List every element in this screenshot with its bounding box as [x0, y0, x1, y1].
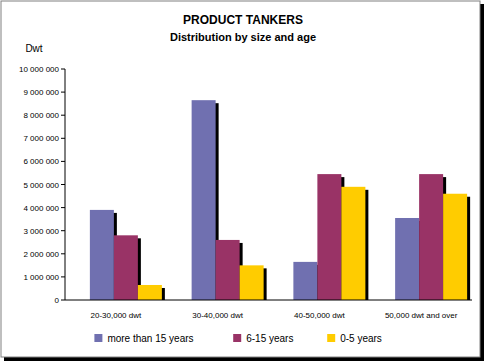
- bar: [90, 210, 114, 300]
- bar: [138, 285, 162, 300]
- bar: [114, 235, 138, 300]
- y-tick-label: 8 000 000: [23, 111, 59, 120]
- legend-label: more than 15 years: [107, 333, 193, 344]
- y-tick: [61, 115, 65, 116]
- y-tick: [61, 276, 65, 277]
- legend-swatch: [233, 334, 241, 342]
- bar: [341, 187, 365, 300]
- y-tick: [61, 161, 65, 162]
- bar: [240, 265, 264, 300]
- y-tick: [61, 184, 65, 185]
- bar: [216, 240, 240, 300]
- legend-label: 6-15 years: [246, 333, 293, 344]
- x-tick-label: 30-40,000 dwt: [192, 311, 243, 320]
- y-tick: [61, 207, 65, 208]
- legend-label: 0-5 years: [340, 333, 382, 344]
- bar: [293, 262, 317, 300]
- y-axis: [65, 69, 66, 300]
- bar: [192, 100, 216, 300]
- y-tick-label: 10 000 000: [19, 65, 60, 74]
- y-tick: [61, 92, 65, 93]
- subtitle: Distribution by size and age: [170, 31, 316, 43]
- bar: [443, 194, 467, 300]
- y-tick-label: 0: [55, 296, 60, 305]
- legend-swatch: [327, 334, 335, 342]
- y-tick: [61, 69, 65, 70]
- bars: [90, 100, 470, 300]
- legend-swatch: [94, 334, 102, 342]
- y-tick: [61, 300, 65, 301]
- y-tick-label: 3 000 000: [23, 227, 59, 236]
- x-tick-label: 50,000 dwt and over: [385, 311, 458, 320]
- y-tick: [61, 253, 65, 254]
- frame: [1, 1, 480, 357]
- x-axis: [65, 300, 472, 301]
- title: PRODUCT TANKERS: [183, 13, 303, 27]
- bar: [395, 218, 419, 300]
- y-tick-label: 6 000 000: [23, 157, 59, 166]
- y-tick-label: 2 000 000: [23, 250, 59, 259]
- y-tick-label: 4 000 000: [23, 204, 59, 213]
- y-tick: [61, 138, 65, 139]
- y-axis-label: Dwt: [25, 43, 42, 54]
- y-tick-label: 5 000 000: [23, 181, 59, 190]
- y-tick-label: 1 000 000: [23, 273, 59, 282]
- x-tick-label: 40-50,000 dwt: [294, 311, 345, 320]
- x-tick-label: 20-30,000 dwt: [91, 311, 142, 320]
- chart: PRODUCT TANKERS Distribution by size and …: [0, 0, 486, 363]
- y-tick-label: 9 000 000: [23, 88, 59, 97]
- y-tick-label: 7 000 000: [23, 134, 59, 143]
- bar: [419, 174, 443, 300]
- bar: [317, 174, 341, 300]
- legend: more than 15 years 6-15 years 0-5 years: [94, 333, 381, 344]
- y-tick: [61, 230, 65, 231]
